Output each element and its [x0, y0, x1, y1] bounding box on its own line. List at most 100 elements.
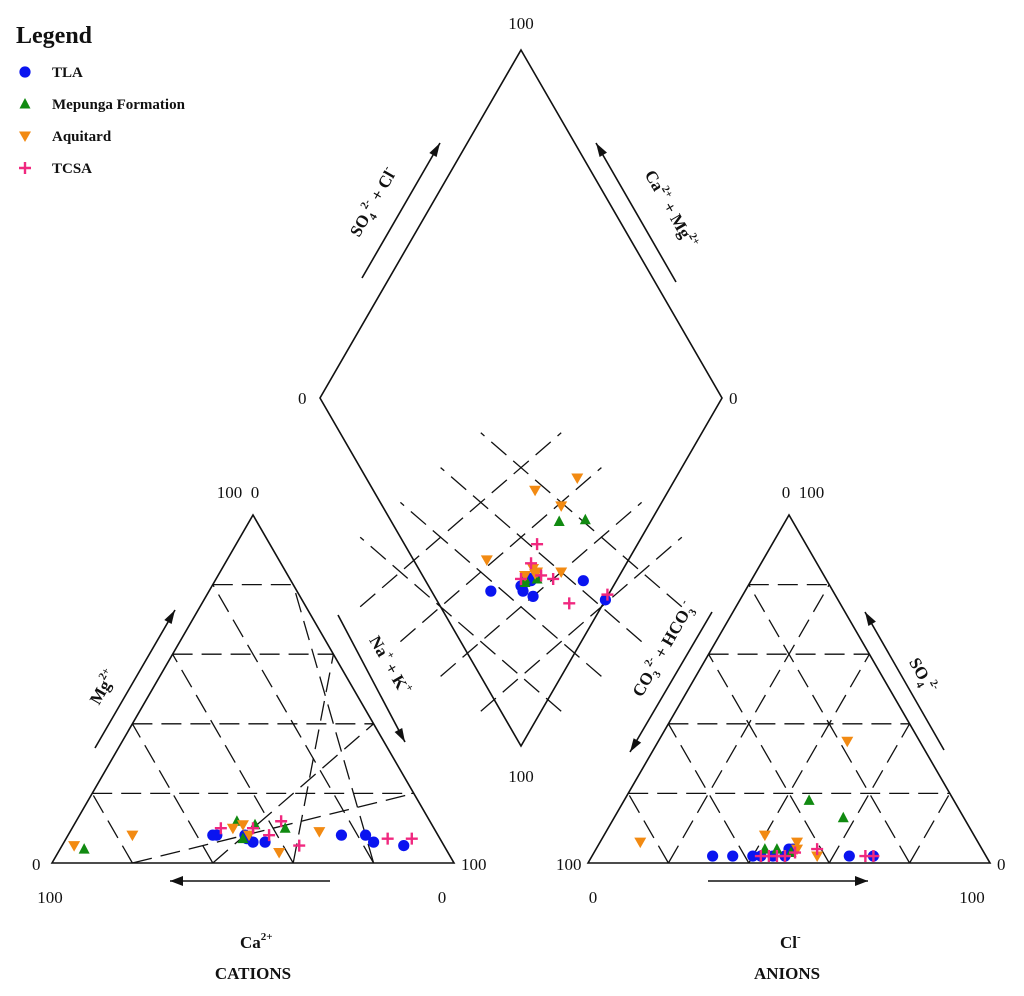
- tick-dia-top: 100: [508, 14, 534, 33]
- cation-point-tla-2: [207, 829, 219, 841]
- anion-point-aquitard-2: [841, 736, 854, 748]
- diamond-point-mepunga-formation-3: [531, 572, 543, 584]
- anion-point-tla-9: [843, 850, 855, 862]
- tick-labels: 100 0 0 100 100 0 0 100 100 0 0 100 100 …: [32, 14, 1006, 907]
- diamond-grid-c-20: [480, 536, 683, 712]
- dso4cl-arrowhead: [429, 143, 440, 157]
- cation-point-aquitard-3: [226, 823, 239, 835]
- cations-title: CATIONS: [215, 964, 291, 983]
- so4-cl-label: SO42- + Cl-: [344, 163, 404, 242]
- diamond-grid-s-60: [440, 467, 643, 643]
- diamond-point-aquitard-7: [555, 501, 568, 512]
- tick-an-bl: 0: [589, 888, 598, 907]
- anion-point-tcsa-4: [778, 850, 791, 863]
- diamond-point-tla-9: [599, 594, 612, 606]
- diamond-point-aquitard-9: [571, 473, 584, 485]
- tick-an-top: 0 100: [782, 483, 825, 502]
- diamond-point-tla-2: [517, 585, 529, 597]
- legend-label-tla: TLA: [52, 65, 83, 81]
- tick-an-right: 0: [997, 855, 1006, 874]
- cation-point-tla-7: [335, 829, 348, 841]
- mg-arrow: [94, 609, 176, 749]
- anion-grid-co3-60: [708, 653, 830, 864]
- diamond-point-tcsa-7: [531, 538, 544, 551]
- frames: [50, 48, 992, 864]
- so4-arrowhead: [865, 612, 876, 626]
- tick-an-left: 100: [556, 855, 582, 874]
- cation-point-tcsa-2: [263, 829, 276, 842]
- diamond-point-mepunga-formation-4: [553, 515, 565, 527]
- diamond-point-tcsa-1: [515, 572, 527, 585]
- cation-point-aquitard-1: [68, 841, 81, 852]
- anion-point-aquitard-3: [758, 830, 771, 842]
- legend: Legend TLA Mepunga Formation Aquitard TCSA: [16, 23, 186, 177]
- cation-grid-na-40: [292, 654, 335, 864]
- diamond-grid-s-20: [359, 536, 562, 712]
- cation-grid-na-80: [132, 792, 414, 864]
- diamond-point-tla-10: [485, 585, 497, 597]
- diamond-grid-c-60: [399, 467, 602, 643]
- nak-label: Na+ + K+: [365, 631, 416, 698]
- anion-point-tcsa-5: [789, 846, 802, 859]
- cation-point-mepunga-formation-1: [78, 843, 90, 854]
- legend-marker-tcsa: [19, 162, 31, 174]
- dso4cl-arrow: [361, 142, 441, 279]
- cation-point-mepunga-formation-5: [279, 822, 291, 833]
- cl-label: Cl-: [780, 931, 801, 952]
- tick-dia-right: 0: [729, 389, 738, 408]
- legend-label-aquitard: Aquitard: [52, 129, 112, 145]
- axis-arrows: [94, 142, 945, 886]
- cation-point-tcsa-5: [293, 839, 306, 852]
- cation-point-aquitard-4: [236, 820, 249, 831]
- legend-label-tcsa: TCSA: [52, 161, 92, 177]
- anion-grid-cl-60: [828, 723, 911, 864]
- anion-point-tla-2: [727, 850, 739, 862]
- anion-grid-cl-40: [748, 653, 870, 864]
- anion-triangle: [586, 513, 992, 864]
- so4-label: SO42-: [902, 653, 942, 698]
- mg-arrowhead: [164, 610, 175, 624]
- cation-point-tla-6: [259, 836, 271, 848]
- anion-grid-cl-80: [909, 793, 951, 864]
- anion-point-mepunga-formation-1: [771, 843, 783, 854]
- nak-arrow: [337, 614, 406, 743]
- diamond-grid-s-40: [399, 501, 602, 677]
- cation-point-aquitard-7: [313, 827, 326, 838]
- anion-grid-co3-40: [667, 723, 750, 864]
- anion-point-tla-1: [707, 850, 719, 862]
- diamond-point-mepunga-formation-5: [579, 513, 591, 525]
- nak-arrowhead: [394, 728, 405, 742]
- cation-grid-ca-40: [172, 653, 294, 864]
- diamond-point-tla-4: [527, 590, 539, 602]
- diamond-point-tcsa-3: [535, 569, 548, 582]
- cation-point-tcsa-6: [381, 832, 394, 845]
- cation-triangle: [50, 513, 456, 864]
- so4-arrow: [864, 611, 945, 751]
- co3-arrow: [629, 611, 713, 753]
- piper-diamond: [319, 48, 723, 748]
- diamond-grid-s-80: [480, 432, 683, 608]
- legend-marker-tla: [19, 66, 31, 78]
- anion-grid-co3-80: [748, 584, 911, 864]
- cation-point-tcsa-4: [275, 815, 288, 828]
- ca-mg-label: Ca2+ + Mg2+: [641, 166, 703, 252]
- dcamg-arrowhead: [596, 143, 607, 157]
- legend-marker-aquitard: [19, 131, 31, 142]
- anion-point-tla-3: [747, 850, 759, 862]
- diamond-grid-c-40: [440, 501, 643, 677]
- anion-point-aquitard-4: [791, 837, 804, 849]
- legend-title: Legend: [16, 23, 93, 49]
- diamond-point-aquitard-1: [480, 555, 493, 566]
- dcamg-arrow: [595, 142, 677, 283]
- anion-point-mepunga-formation-4: [803, 794, 815, 805]
- cation-point-mepunga-formation-4: [237, 832, 249, 844]
- cation-point-aquitard-2: [126, 830, 139, 842]
- axis-titles: Ca2+ CATIONS Cl- ANIONS Mg2+ Na+ + K+ CO…: [86, 163, 942, 983]
- diamond-point-tcsa-6: [563, 597, 576, 610]
- tick-cat-left: 0: [32, 855, 41, 874]
- cation-grid-ca-60: [131, 723, 214, 864]
- cation-grid-na-20: [292, 584, 375, 864]
- tick-dia-bottom: 100: [508, 767, 534, 786]
- anion-point-mepunga-formation-2: [759, 843, 771, 854]
